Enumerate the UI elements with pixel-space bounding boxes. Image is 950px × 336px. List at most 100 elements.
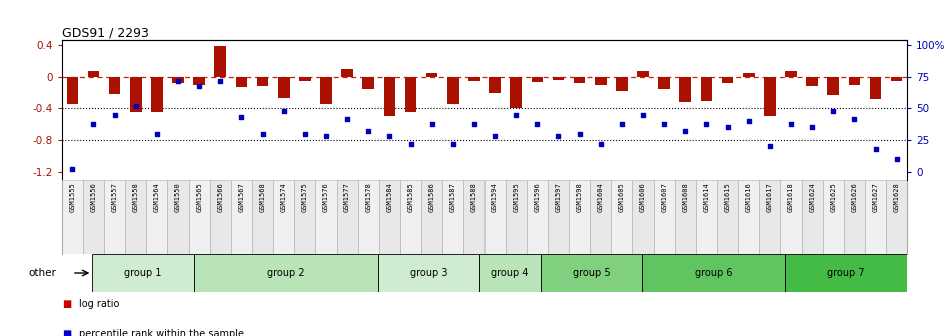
Bar <box>642 254 785 292</box>
Text: group 2: group 2 <box>267 268 305 278</box>
Bar <box>256 77 268 86</box>
Bar <box>87 71 99 77</box>
Bar <box>125 180 146 254</box>
Point <box>720 125 735 130</box>
Text: group 1: group 1 <box>124 268 162 278</box>
Bar <box>722 77 733 83</box>
Point <box>636 112 651 118</box>
Bar <box>541 254 642 292</box>
Text: GSM1576: GSM1576 <box>323 183 329 212</box>
Point <box>213 78 228 83</box>
Point <box>805 125 820 130</box>
Text: GSM1596: GSM1596 <box>534 183 541 212</box>
Text: GSM1557: GSM1557 <box>111 183 118 212</box>
Text: GSM1568: GSM1568 <box>259 183 266 212</box>
Bar <box>363 77 374 89</box>
Bar <box>738 180 759 254</box>
Bar <box>421 180 442 254</box>
Text: GSM1617: GSM1617 <box>767 183 773 212</box>
Bar <box>210 180 231 254</box>
Bar <box>780 180 802 254</box>
Text: GSM1595: GSM1595 <box>513 183 520 212</box>
Text: other: other <box>28 268 56 278</box>
Text: group 5: group 5 <box>573 268 610 278</box>
Point <box>382 134 397 139</box>
Point <box>826 108 841 114</box>
Bar <box>379 180 400 254</box>
Text: GSM1558: GSM1558 <box>133 183 139 212</box>
Bar <box>146 180 167 254</box>
Point <box>889 157 904 162</box>
Bar <box>194 77 205 85</box>
Text: GSM1605: GSM1605 <box>618 183 625 212</box>
Bar <box>532 77 543 82</box>
Bar <box>717 180 738 254</box>
Bar <box>489 77 501 93</box>
Point <box>741 119 756 124</box>
Point <box>593 141 608 146</box>
Bar <box>590 180 612 254</box>
Point <box>86 121 101 126</box>
Point <box>615 121 630 126</box>
Bar <box>447 77 459 104</box>
Point <box>403 141 418 146</box>
Bar <box>595 77 606 85</box>
Text: GSM1588: GSM1588 <box>471 183 477 212</box>
Point <box>530 121 545 126</box>
Text: percentile rank within the sample: percentile rank within the sample <box>79 329 244 336</box>
Point <box>128 103 143 109</box>
Bar <box>679 77 691 102</box>
Point <box>551 134 566 139</box>
Text: ■: ■ <box>62 329 71 336</box>
Text: GSM1584: GSM1584 <box>387 183 392 212</box>
Point <box>508 112 523 118</box>
Bar <box>294 180 315 254</box>
Text: GSM1566: GSM1566 <box>218 183 223 212</box>
Bar <box>426 73 437 77</box>
Text: GSM1626: GSM1626 <box>851 183 858 212</box>
Bar <box>443 180 464 254</box>
Bar <box>786 71 797 77</box>
Bar <box>83 180 104 254</box>
Text: ■: ■ <box>62 299 71 309</box>
Bar <box>252 180 274 254</box>
Bar <box>637 71 649 77</box>
Text: log ratio: log ratio <box>79 299 120 309</box>
Bar <box>612 180 633 254</box>
Text: GSM1625: GSM1625 <box>830 183 836 212</box>
Bar <box>764 77 775 116</box>
Point <box>699 121 714 126</box>
Bar <box>231 180 252 254</box>
Text: GSM1598: GSM1598 <box>577 183 582 212</box>
Bar <box>658 77 670 89</box>
Bar <box>315 180 336 254</box>
Point <box>65 167 80 172</box>
Bar <box>194 254 377 292</box>
Bar <box>236 77 247 87</box>
Bar <box>548 180 569 254</box>
Text: GSM1577: GSM1577 <box>344 183 351 212</box>
Point <box>846 116 862 121</box>
Bar <box>109 77 121 94</box>
Text: GSM1585: GSM1585 <box>408 183 413 212</box>
Text: GSM1586: GSM1586 <box>428 183 435 212</box>
Bar <box>151 77 162 113</box>
Bar <box>215 46 226 77</box>
Text: GSM1597: GSM1597 <box>556 183 561 212</box>
Bar <box>759 180 781 254</box>
Bar <box>357 180 379 254</box>
Bar <box>864 180 886 254</box>
Point <box>107 112 123 118</box>
Bar <box>377 254 480 292</box>
Bar <box>66 77 78 104</box>
Bar <box>695 180 717 254</box>
Bar <box>510 77 522 109</box>
Bar <box>336 180 357 254</box>
Text: GSM1565: GSM1565 <box>196 183 202 212</box>
Text: GSM1574: GSM1574 <box>280 183 287 212</box>
Point <box>572 131 587 136</box>
Point <box>170 78 185 83</box>
Text: GSM1564: GSM1564 <box>154 183 160 212</box>
Bar <box>92 254 194 292</box>
Point <box>784 121 799 126</box>
